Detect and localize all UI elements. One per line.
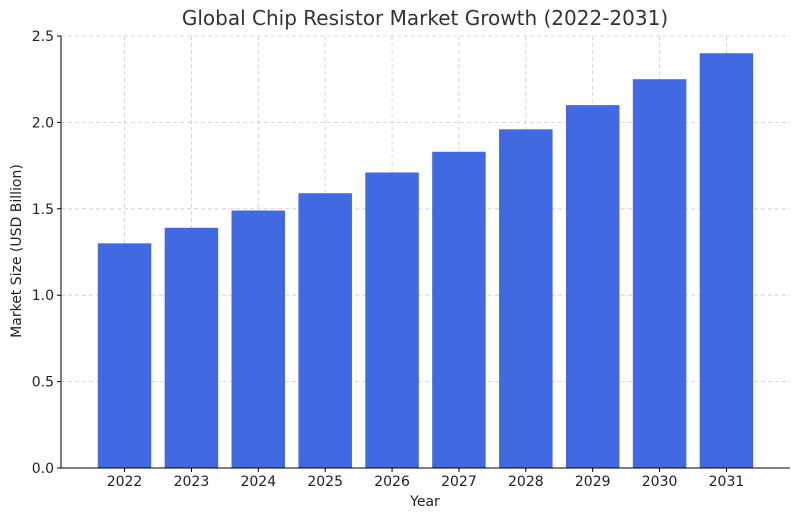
bar-2026	[365, 172, 419, 468]
bar-2024	[231, 210, 286, 468]
bar-2031	[699, 53, 754, 468]
x-tick-label: 2031	[709, 474, 745, 490]
y-tick-label: 1.5	[32, 202, 54, 218]
x-tick-label: 2028	[508, 474, 544, 490]
y-tick-label: 2.0	[32, 115, 54, 131]
x-tick-label: 2023	[174, 474, 210, 490]
bar-2022	[97, 243, 152, 468]
y-axis-label: Market Size (USD Billion)	[9, 164, 25, 338]
bar-2029	[565, 105, 620, 469]
y-tick-label: 0.5	[32, 375, 54, 391]
x-tick-label: 2030	[642, 474, 678, 490]
bar-2025	[298, 193, 352, 469]
x-tick-label: 2024	[240, 474, 276, 490]
axes-layer	[60, 36, 790, 469]
bar-2030	[632, 79, 687, 468]
bar-2027	[432, 151, 486, 468]
ticks-layer: 0.0 0.5 1.0 1.5 2.0 2.5 2022 2023 2024 2025 2026 20…	[32, 29, 745, 490]
x-tick-label: 2025	[307, 474, 343, 490]
y-tick-label: 1.0	[32, 288, 54, 304]
y-tick-label: 0.0	[32, 461, 54, 477]
x-tick-label: 2029	[575, 474, 611, 490]
x-tick-label: 2022	[107, 474, 143, 490]
bar-2023	[164, 227, 219, 468]
chart-title: Global Chip Resistor Market Growth (2022…	[182, 6, 668, 30]
x-axis-label: Year	[409, 494, 440, 510]
x-tick-label: 2027	[441, 474, 477, 490]
bars-layer	[97, 53, 754, 469]
bar-2028	[499, 129, 553, 468]
x-tick-label: 2026	[374, 474, 410, 490]
y-tick-label: 2.5	[32, 29, 54, 45]
